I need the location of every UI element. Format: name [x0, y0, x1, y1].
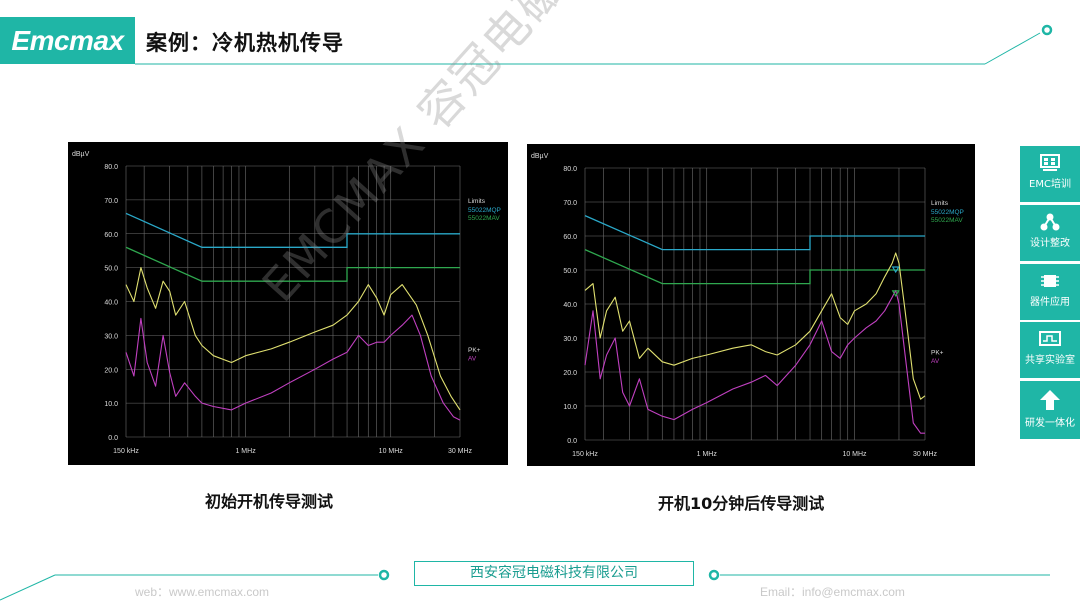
chip-icon — [1041, 275, 1059, 287]
x-tick-label: 1 MHz — [697, 451, 718, 458]
chart-svg-after-10min: dBµV 80.0 70.0 60.0 50.0 40.0 30.0 20.0 10.0 0.0 1… — [531, 153, 964, 458]
limit-line-55022MAV — [125, 246, 460, 282]
emi-chart-after-10min: dBµV 80.0 70.0 60.0 50.0 40.0 30.0 20.0 10.0 0.0 1… — [527, 144, 975, 466]
x-tick-label: 150 kHz — [113, 448, 139, 455]
y-tick-label: 40.0 — [104, 300, 118, 307]
legend-av-limit: 55022MAV — [468, 215, 500, 222]
legend-title: Limits — [468, 198, 486, 205]
footer-website[interactable]: web：www.emcmax.com — [135, 585, 270, 599]
legend-qp-limit: 55022MQP — [468, 207, 501, 214]
trace-av — [125, 314, 461, 421]
y-tick-label: 20.0 — [104, 367, 118, 374]
sidebar-item-shared-lab[interactable]: 共享实验室 — [1020, 322, 1080, 378]
sidebar-item-label: EMC培训 — [1029, 179, 1071, 190]
caption-after-10min: 开机10分钟后传导测试 — [658, 494, 825, 513]
x-tick-label: 10 MHz — [379, 448, 404, 455]
sidebar-item-emc-training[interactable]: EMC培训 — [1020, 146, 1080, 202]
y-tick-label: 40.0 — [563, 302, 577, 309]
legend-av-trace: AV — [468, 355, 477, 362]
footer-email[interactable]: Email：info@emcmax.com — [760, 585, 905, 599]
y-tick-label: 70.0 — [104, 198, 118, 205]
chart-svg-initial: dBµV 80.0 70.0 60.0 50.0 40.0 30.0 20.0 10.0 0.0 1… — [72, 151, 501, 455]
x-tick-label: 30 MHz — [448, 448, 473, 455]
y-tick-label: 50.0 — [104, 266, 118, 273]
lab-waveform-icon — [1039, 331, 1061, 346]
sidebar-item-component-app[interactable]: 器件应用 — [1020, 264, 1080, 320]
y-tick-label: 30.0 — [563, 336, 577, 343]
limit-line-55022MQP — [584, 215, 925, 251]
trace-pkplus — [125, 267, 461, 411]
y-tick-label: 30.0 — [104, 333, 118, 340]
legend-av-trace: AV — [931, 358, 940, 365]
y-tick-label: 20.0 — [563, 370, 577, 377]
y-tick-label: 80.0 — [563, 166, 577, 173]
y-tick-label: 60.0 — [563, 234, 577, 241]
y-tick-label: 60.0 — [104, 232, 118, 239]
peak-marker — [891, 290, 900, 297]
legend-qp-limit: 55022MQP — [931, 209, 964, 216]
legend-title: Limits — [931, 200, 949, 207]
y-tick-label: 80.0 — [104, 164, 118, 171]
arrow-up-icon — [1040, 390, 1060, 410]
limit-line-55022MQP — [125, 212, 460, 248]
sidebar-item-label: 设计整改 — [1030, 238, 1070, 249]
trace-pkplus — [584, 252, 926, 400]
x-tick-label: 30 MHz — [913, 451, 938, 458]
caption-initial: 初始开机传导测试 — [205, 492, 334, 511]
sidebar-item-label: 研发一体化 — [1025, 418, 1075, 429]
y-axis-unit: dBµV — [72, 151, 90, 158]
y-tick-label: 70.0 — [563, 200, 577, 207]
sidebar-item-design-fix[interactable]: 设计整改 — [1020, 205, 1080, 261]
trace-av — [584, 289, 925, 434]
y-tick-label: 0.0 — [567, 438, 577, 445]
y-tick-label: 50.0 — [563, 268, 577, 275]
sidebar-item-rd-integration[interactable]: 研发一体化 — [1020, 381, 1080, 439]
y-axis-unit: dBµV — [531, 153, 549, 160]
y-tick-label: 0.0 — [108, 435, 118, 442]
legend-pk-trace: PK+ — [931, 350, 944, 357]
sidebar-item-label: 共享实验室 — [1025, 355, 1075, 366]
page-title: 案例：冷机热机传导 — [146, 31, 344, 55]
sidebar-item-label: 器件应用 — [1030, 297, 1070, 308]
y-tick-label: 10.0 — [104, 401, 118, 408]
y-tick-label: 10.0 — [563, 404, 577, 411]
emi-chart-initial: dBµV 80.0 70.0 60.0 50.0 40.0 30.0 20.0 10.0 0.0 1… — [68, 142, 508, 465]
grid-board-icon — [1040, 154, 1060, 171]
network-nodes-icon — [1040, 213, 1060, 231]
footer-company-name: 西安容冠电磁科技有限公司 — [414, 561, 694, 586]
legend-av-limit: 55022MAV — [931, 217, 963, 224]
x-tick-label: 150 kHz — [572, 451, 598, 458]
brand-logo[interactable]: Emcmax — [0, 17, 135, 64]
x-tick-label: 1 MHz — [235, 448, 256, 455]
x-tick-label: 10 MHz — [842, 451, 867, 458]
limit-line-55022MAV — [584, 249, 925, 285]
legend-pk-trace: PK+ — [468, 347, 481, 354]
peak-marker — [891, 266, 900, 274]
